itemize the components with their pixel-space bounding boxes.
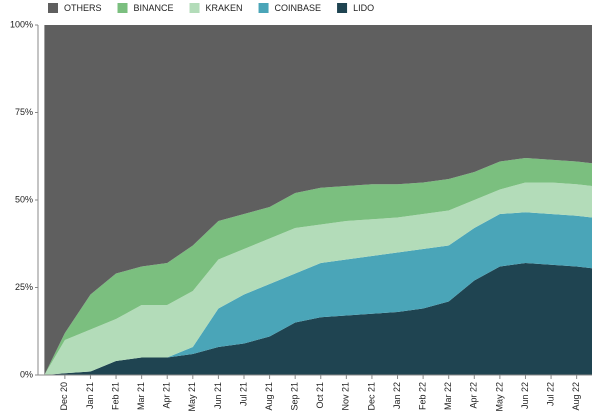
x-tick-label: Jul 21	[238, 382, 248, 406]
legend-swatch	[48, 3, 58, 13]
legend-swatch	[117, 3, 128, 13]
legend-swatch	[337, 3, 348, 13]
x-tick-label: Jun 21	[213, 382, 223, 409]
legend-swatch	[258, 3, 269, 13]
area	[44, 25, 592, 375]
area	[44, 263, 592, 375]
legend-label: OTHERS	[64, 3, 102, 13]
x-tick-label: Nov 21	[341, 382, 351, 411]
x-tick-label: Apr 21	[162, 382, 172, 409]
x-tick-label: Jan 22	[392, 382, 402, 409]
x-tick-label: Apr 22	[469, 382, 479, 409]
legend-swatch	[189, 3, 200, 13]
area	[44, 182, 592, 375]
x-tick-label: Dec 21	[366, 382, 376, 411]
y-tick-label: 50%	[15, 194, 33, 204]
x-tick-label: Mar 22	[443, 382, 453, 410]
x-tick-label: Aug 22	[571, 382, 581, 411]
legend-label: LIDO	[353, 3, 374, 13]
x-tick-label: Jul 22	[545, 382, 555, 406]
x-tick-label: Jun 22	[520, 382, 530, 409]
x-tick-label: Sep 21	[290, 382, 300, 411]
x-tick-label: Dec 20	[59, 382, 69, 411]
x-tick-label: May 21	[187, 382, 197, 412]
area	[44, 158, 592, 375]
y-tick-label: 75%	[15, 107, 33, 117]
x-tick-label: Mar 21	[136, 382, 146, 410]
legend-label: COINBASE	[275, 3, 322, 13]
y-tick-label: 0%	[20, 369, 33, 379]
x-tick-label: Oct 21	[315, 382, 325, 409]
y-tick-label: 100%	[10, 19, 33, 29]
legend-label: KRAKEN	[206, 3, 243, 13]
x-tick-label: Feb 22	[417, 382, 427, 410]
x-tick-label: May 22	[494, 382, 504, 412]
y-tick-label: 25%	[15, 282, 33, 292]
area	[44, 212, 592, 375]
x-tick-label: Feb 21	[110, 382, 120, 410]
x-tick-label: Aug 21	[264, 382, 274, 411]
x-tick-label: Jan 21	[85, 382, 95, 409]
legend-label: BINANCE	[134, 3, 174, 13]
